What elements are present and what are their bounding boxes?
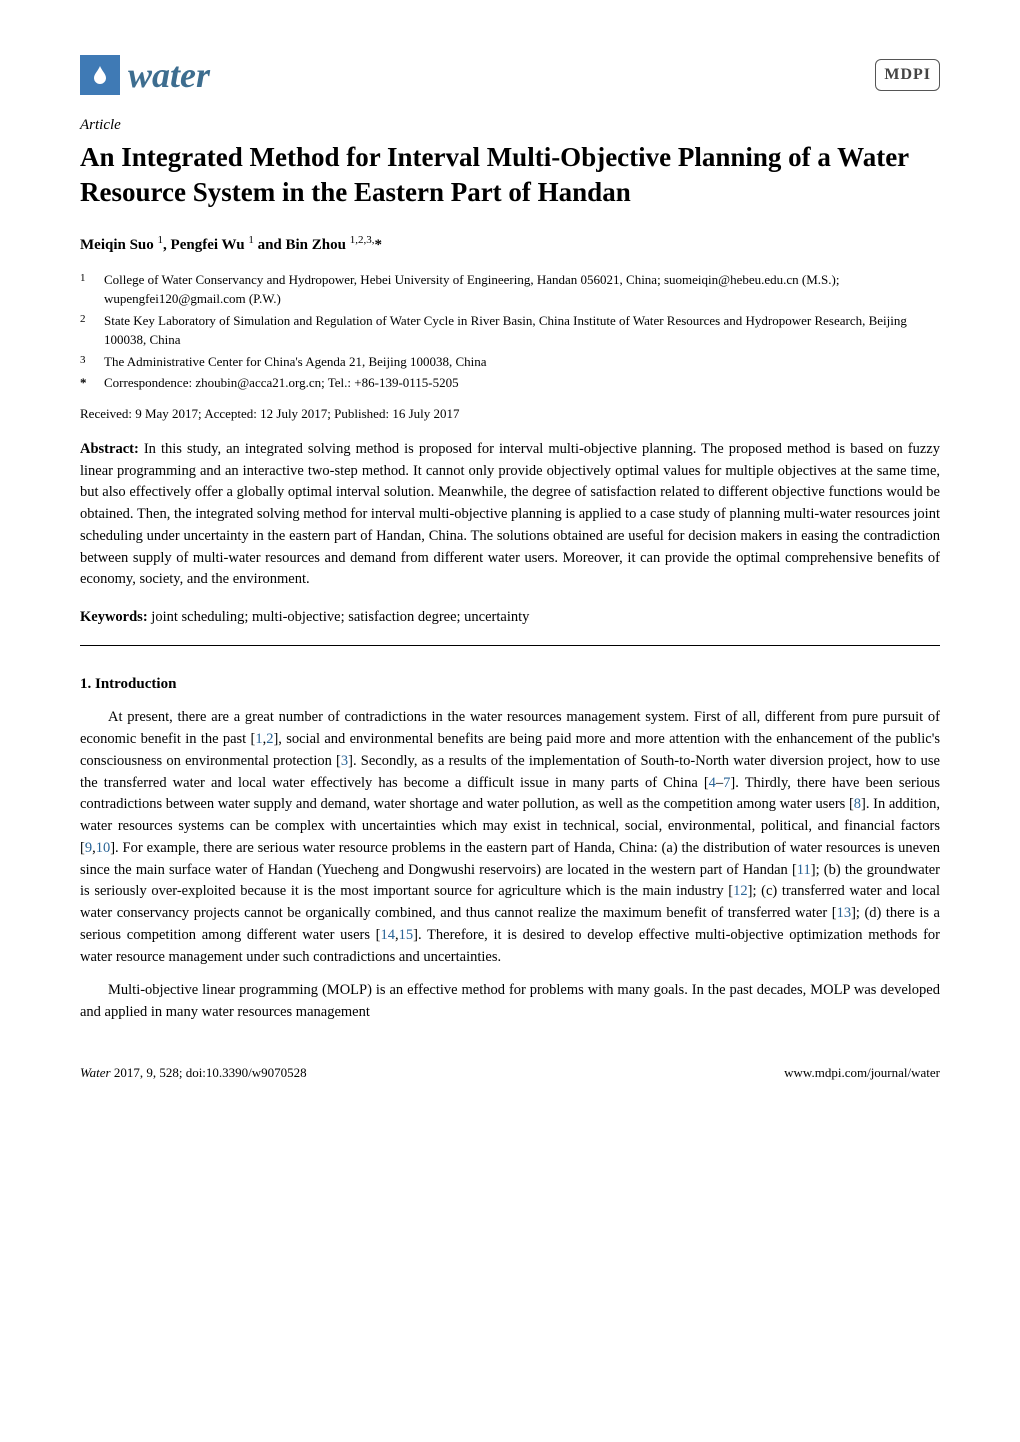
corr-text: Correspondence: zhoubin@acca21.org.cn; T…	[104, 373, 459, 393]
affiliation-row: 2 State Key Laboratory of Simulation and…	[80, 311, 940, 350]
keywords-label: Keywords:	[80, 609, 148, 625]
affil-num: 1	[80, 270, 92, 309]
affil-num: 2	[80, 311, 92, 350]
affiliations: 1 College of Water Conservancy and Hydro…	[80, 270, 940, 393]
authors-text: Meiqin Suo 1, Pengfei Wu 1 and Bin Zhou …	[80, 237, 382, 253]
journal-logo-group: water	[80, 50, 210, 100]
article-dates: Received: 9 May 2017; Accepted: 12 July …	[80, 405, 940, 423]
affil-text: State Key Laboratory of Simulation and R…	[104, 311, 940, 350]
footer-journal: Water	[80, 1065, 111, 1080]
citation-ref[interactable]: 8	[854, 796, 861, 812]
article-title: An Integrated Method for Interval Multi-…	[80, 140, 940, 210]
section-heading: 1. Introduction	[80, 674, 940, 695]
affiliation-row: 1 College of Water Conservancy and Hydro…	[80, 270, 940, 309]
citation-ref[interactable]: 11	[797, 862, 811, 878]
affil-text: The Administrative Center for China's Ag…	[104, 352, 487, 372]
intro-paragraph-2: Multi-objective linear programming (MOLP…	[80, 980, 940, 1024]
affiliation-row: 3 The Administrative Center for China's …	[80, 352, 940, 372]
abstract-block: Abstract: In this study, an integrated s…	[80, 439, 940, 591]
journal-name: water	[128, 50, 210, 100]
footer-right: www.mdpi.com/journal/water	[784, 1064, 940, 1082]
citation-ref[interactable]: 7	[723, 775, 730, 791]
correspondence-row: * Correspondence: zhoubin@acca21.org.cn;…	[80, 373, 940, 393]
citation-ref[interactable]: 2	[266, 731, 273, 747]
article-type: Article	[80, 115, 940, 136]
keywords-text: joint scheduling; multi-objective; satis…	[151, 609, 529, 625]
keywords-block: Keywords: joint scheduling; multi-object…	[80, 607, 940, 627]
page-footer: Water 2017, 9, 528; doi:10.3390/w9070528…	[80, 1064, 940, 1082]
abstract-label: Abstract:	[80, 441, 139, 457]
citation-ref[interactable]: 14	[381, 927, 396, 943]
section-divider	[80, 645, 940, 646]
footer-left: Water 2017, 9, 528; doi:10.3390/w9070528	[80, 1064, 307, 1082]
citation-ref[interactable]: 3	[341, 753, 348, 769]
water-drop-icon	[80, 55, 120, 95]
affil-num: 3	[80, 352, 92, 372]
citation-ref[interactable]: 9	[85, 840, 92, 856]
corr-mark: *	[80, 373, 92, 393]
header-row: water MDPI	[80, 50, 940, 100]
citation-ref[interactable]: 13	[837, 905, 852, 921]
citation-ref[interactable]: 1	[255, 731, 262, 747]
affil-text: College of Water Conservancy and Hydropo…	[104, 270, 940, 309]
abstract-text: In this study, an integrated solving met…	[80, 441, 940, 588]
citation-ref[interactable]: 4	[709, 775, 716, 791]
footer-citation: 2017, 9, 528; doi:10.3390/w9070528	[111, 1065, 307, 1080]
citation-ref[interactable]: 10	[96, 840, 111, 856]
intro-paragraph-1: At present, there are a great number of …	[80, 707, 940, 968]
citation-ref[interactable]: 15	[399, 927, 414, 943]
publisher-logo: MDPI	[875, 59, 940, 91]
citation-ref[interactable]: 12	[733, 883, 748, 899]
authors-line: Meiqin Suo 1, Pengfei Wu 1 and Bin Zhou …	[80, 233, 940, 256]
